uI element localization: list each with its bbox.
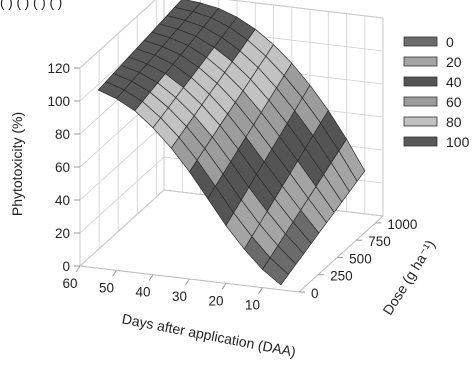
legend-label: 20	[446, 54, 462, 70]
legend-label: 100	[446, 134, 470, 150]
z-tick-label: 0	[62, 259, 70, 274]
y-tick-label: 500	[349, 251, 372, 266]
x-axis-label: Days after application (DAA)	[121, 310, 297, 359]
legend-label: 0	[446, 34, 454, 50]
y-tick-label: 0	[311, 286, 319, 301]
x-tick-label: 20	[208, 293, 223, 308]
legend-swatch	[403, 36, 438, 47]
z-axis-label: Phytotoxicity (%)	[9, 112, 25, 216]
x-tick-mark	[185, 278, 190, 286]
legend-swatch	[403, 116, 438, 127]
legend-label: 40	[446, 74, 462, 90]
z-tick-label: 40	[55, 193, 70, 208]
x-tick-label: 60	[62, 276, 77, 291]
x-tick-mark	[75, 265, 81, 273]
y-tick-label: 1000	[387, 217, 417, 232]
x-tick-label: 10	[245, 298, 260, 313]
surface-plot	[97, 0, 366, 286]
z-tick-label: 120	[47, 61, 70, 76]
x-tick-mark	[112, 270, 117, 277]
legend-label: 60	[446, 94, 462, 110]
x-tick-mark	[258, 287, 263, 294]
legend-label: 80	[446, 114, 462, 130]
legend: 0 20 40 60 80 100	[403, 34, 470, 150]
z-tick-label: 100	[47, 94, 70, 109]
x-tick-label: 40	[135, 285, 150, 300]
legend-swatch	[403, 76, 438, 87]
x-tick-label: 50	[99, 280, 114, 295]
legend-swatch	[403, 136, 438, 147]
z-tick-label: 20	[55, 226, 70, 241]
legend-swatch	[403, 56, 438, 67]
x-tick-mark	[148, 274, 154, 281]
top-legend-text: ( ) ( ) ( ) ( )	[0, 0, 62, 10]
x-tick-mark	[221, 283, 227, 290]
z-tick-label: 60	[55, 160, 70, 175]
z-tick-label: 80	[55, 127, 70, 142]
legend-swatch	[403, 96, 438, 107]
x-tick-label: 30	[172, 289, 187, 304]
surface-patch	[262, 257, 289, 286]
y-tick-label: 250	[330, 269, 353, 284]
y-tick-label: 750	[368, 234, 391, 249]
